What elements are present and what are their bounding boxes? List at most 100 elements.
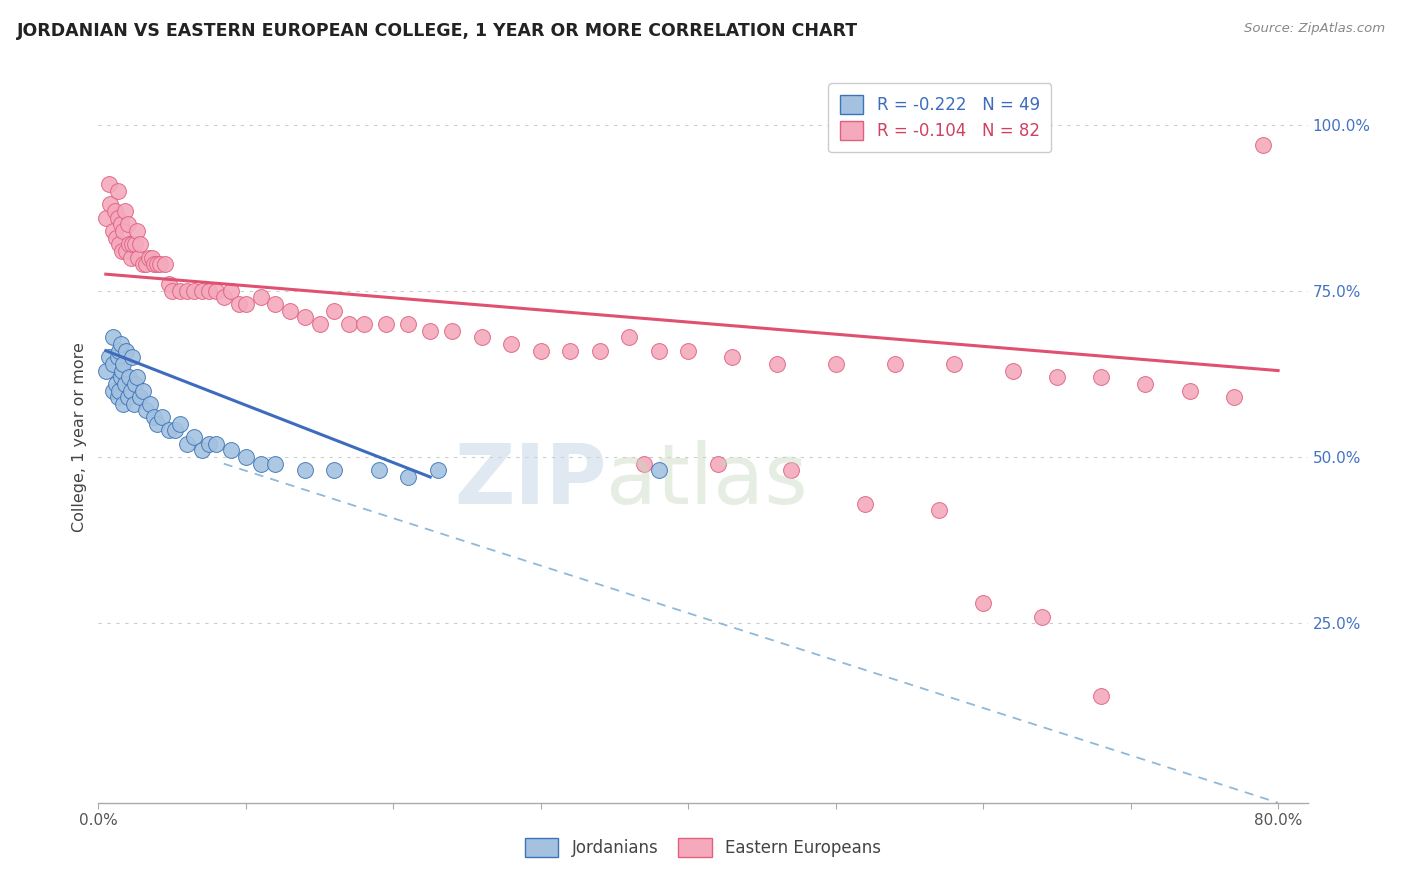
Text: ZIP: ZIP <box>454 441 606 522</box>
Point <box>249 457 271 471</box>
Point <box>1001 363 1024 377</box>
Text: atlas: atlas <box>606 441 808 522</box>
Point <box>128 390 150 404</box>
Point <box>219 443 242 458</box>
Point <box>146 257 169 271</box>
Point <box>471 330 494 344</box>
Point <box>249 290 271 304</box>
Point <box>110 370 132 384</box>
Point <box>112 224 135 238</box>
Point <box>98 197 121 211</box>
Point <box>235 297 257 311</box>
Point <box>105 376 128 391</box>
Point <box>169 417 191 431</box>
Point <box>105 230 128 244</box>
Point <box>111 244 134 258</box>
Point <box>589 343 612 358</box>
Point <box>853 497 876 511</box>
Point <box>107 351 129 365</box>
Point <box>1135 376 1157 391</box>
Point <box>94 211 117 225</box>
Point <box>972 596 994 610</box>
Point <box>323 463 346 477</box>
Point <box>101 224 124 238</box>
Point <box>122 397 145 411</box>
Point <box>115 244 138 258</box>
Point <box>396 470 419 484</box>
Point <box>228 297 250 311</box>
Point <box>146 417 169 431</box>
Point <box>107 184 129 198</box>
Point <box>824 357 846 371</box>
Point <box>1223 390 1246 404</box>
Point <box>111 363 134 377</box>
Point <box>107 390 129 404</box>
Point <box>294 463 316 477</box>
Point <box>131 384 153 398</box>
Text: JORDANIAN VS EASTERN EUROPEAN COLLEGE, 1 YEAR OR MORE CORRELATION CHART: JORDANIAN VS EASTERN EUROPEAN COLLEGE, 1… <box>17 22 858 40</box>
Point <box>125 370 148 384</box>
Point <box>138 251 160 265</box>
Point <box>183 430 205 444</box>
Point <box>128 237 150 252</box>
Point <box>165 424 187 438</box>
Point <box>124 376 146 391</box>
Point <box>108 237 131 252</box>
Point <box>112 357 135 371</box>
Point <box>190 284 212 298</box>
Point <box>108 343 131 358</box>
Point <box>648 343 671 358</box>
Point <box>205 436 228 450</box>
Point <box>765 357 787 371</box>
Point <box>198 436 221 450</box>
Point <box>530 343 553 358</box>
Legend: Jordanians, Eastern Europeans: Jordanians, Eastern Europeans <box>519 831 887 864</box>
Point <box>127 251 149 265</box>
Point <box>120 384 142 398</box>
Point <box>308 317 330 331</box>
Point <box>183 284 205 298</box>
Point <box>198 284 221 298</box>
Point <box>169 284 191 298</box>
Point <box>426 463 449 477</box>
Point <box>501 337 523 351</box>
Point <box>235 450 257 464</box>
Point <box>117 390 139 404</box>
Point <box>396 317 419 331</box>
Point <box>633 457 655 471</box>
Point <box>114 376 136 391</box>
Point <box>264 297 287 311</box>
Point <box>97 178 120 192</box>
Point <box>110 337 132 351</box>
Text: Source: ZipAtlas.com: Source: ZipAtlas.com <box>1244 22 1385 36</box>
Point <box>157 424 180 438</box>
Point <box>212 290 235 304</box>
Y-axis label: College, 1 year or more: College, 1 year or more <box>72 343 87 532</box>
Point <box>101 330 124 344</box>
Point <box>928 503 950 517</box>
Point <box>942 357 965 371</box>
Point <box>107 211 129 225</box>
Point <box>143 257 166 271</box>
Point <box>323 303 346 318</box>
Point <box>101 384 124 398</box>
Point <box>114 204 136 219</box>
Point <box>120 251 142 265</box>
Point <box>560 343 582 358</box>
Point <box>143 410 166 425</box>
Point <box>337 317 360 331</box>
Point <box>441 324 464 338</box>
Point <box>131 257 153 271</box>
Point <box>139 397 162 411</box>
Point <box>294 310 316 325</box>
Point <box>101 357 124 371</box>
Point <box>1253 137 1275 152</box>
Point <box>97 351 120 365</box>
Point <box>115 343 138 358</box>
Point <box>367 463 389 477</box>
Point <box>883 357 905 371</box>
Point <box>117 217 139 231</box>
Point <box>1178 384 1201 398</box>
Point <box>112 397 135 411</box>
Point <box>190 443 212 458</box>
